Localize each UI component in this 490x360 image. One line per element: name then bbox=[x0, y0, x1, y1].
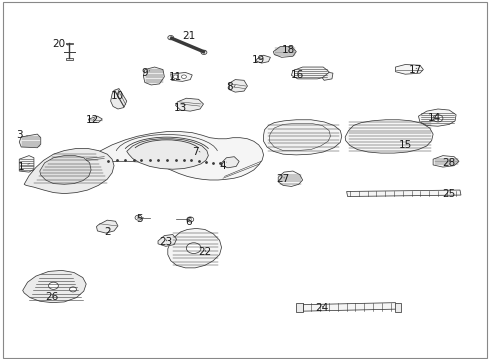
Text: 8: 8 bbox=[226, 82, 233, 93]
Text: 28: 28 bbox=[442, 158, 456, 168]
Text: 5: 5 bbox=[137, 215, 143, 224]
Text: 20: 20 bbox=[52, 40, 65, 49]
Polygon shape bbox=[24, 148, 114, 194]
Polygon shape bbox=[111, 89, 127, 109]
Circle shape bbox=[189, 219, 192, 221]
Text: 7: 7 bbox=[192, 147, 198, 157]
Circle shape bbox=[402, 142, 408, 146]
Text: 2: 2 bbox=[104, 227, 111, 237]
Circle shape bbox=[201, 50, 207, 54]
Circle shape bbox=[70, 287, 76, 292]
Text: 15: 15 bbox=[399, 140, 412, 150]
Polygon shape bbox=[256, 55, 270, 63]
Text: 22: 22 bbox=[198, 247, 212, 257]
Text: 3: 3 bbox=[16, 130, 23, 140]
Text: 25: 25 bbox=[442, 189, 456, 199]
Polygon shape bbox=[66, 43, 73, 44]
Text: 10: 10 bbox=[110, 91, 123, 101]
Polygon shape bbox=[395, 303, 401, 312]
Polygon shape bbox=[399, 140, 414, 148]
Polygon shape bbox=[23, 270, 86, 303]
Text: 16: 16 bbox=[291, 70, 304, 80]
Polygon shape bbox=[229, 80, 247, 92]
Text: 26: 26 bbox=[46, 292, 59, 302]
Circle shape bbox=[186, 243, 201, 253]
Polygon shape bbox=[345, 120, 433, 153]
Circle shape bbox=[49, 282, 58, 289]
Circle shape bbox=[135, 215, 142, 220]
Polygon shape bbox=[66, 58, 73, 59]
Polygon shape bbox=[395, 64, 423, 74]
Text: 11: 11 bbox=[169, 72, 182, 82]
Text: 1: 1 bbox=[18, 162, 24, 172]
Polygon shape bbox=[158, 234, 176, 246]
Polygon shape bbox=[292, 67, 329, 79]
Circle shape bbox=[433, 115, 443, 122]
Polygon shape bbox=[322, 72, 333, 80]
Polygon shape bbox=[89, 116, 102, 123]
Polygon shape bbox=[278, 171, 303, 186]
Text: 23: 23 bbox=[159, 237, 172, 247]
Text: 18: 18 bbox=[281, 45, 294, 55]
Circle shape bbox=[181, 75, 186, 78]
Text: 27: 27 bbox=[276, 174, 290, 184]
Polygon shape bbox=[264, 120, 342, 155]
Polygon shape bbox=[19, 156, 34, 172]
Polygon shape bbox=[273, 46, 296, 57]
Polygon shape bbox=[83, 132, 264, 180]
Polygon shape bbox=[270, 123, 331, 150]
Polygon shape bbox=[346, 190, 461, 197]
Polygon shape bbox=[168, 228, 221, 268]
Polygon shape bbox=[40, 156, 91, 184]
Polygon shape bbox=[418, 109, 456, 126]
Polygon shape bbox=[298, 303, 397, 311]
Circle shape bbox=[173, 75, 178, 78]
Text: 21: 21 bbox=[182, 31, 196, 41]
Polygon shape bbox=[221, 157, 239, 168]
Circle shape bbox=[168, 36, 173, 40]
Text: 9: 9 bbox=[142, 68, 148, 78]
Text: 6: 6 bbox=[186, 217, 192, 227]
Text: 24: 24 bbox=[316, 303, 329, 314]
Text: 19: 19 bbox=[252, 55, 265, 65]
Text: 13: 13 bbox=[174, 103, 187, 113]
Polygon shape bbox=[97, 220, 118, 233]
Polygon shape bbox=[19, 134, 41, 148]
Polygon shape bbox=[194, 145, 212, 158]
Circle shape bbox=[137, 217, 140, 219]
Circle shape bbox=[187, 217, 194, 222]
Text: 12: 12 bbox=[86, 115, 99, 125]
Polygon shape bbox=[144, 67, 164, 85]
Text: 4: 4 bbox=[220, 161, 226, 171]
Text: 17: 17 bbox=[408, 64, 422, 75]
Polygon shape bbox=[296, 303, 303, 312]
Polygon shape bbox=[175, 98, 203, 111]
Text: 14: 14 bbox=[428, 113, 441, 123]
Polygon shape bbox=[127, 139, 208, 169]
Polygon shape bbox=[171, 72, 192, 81]
Polygon shape bbox=[433, 156, 459, 167]
